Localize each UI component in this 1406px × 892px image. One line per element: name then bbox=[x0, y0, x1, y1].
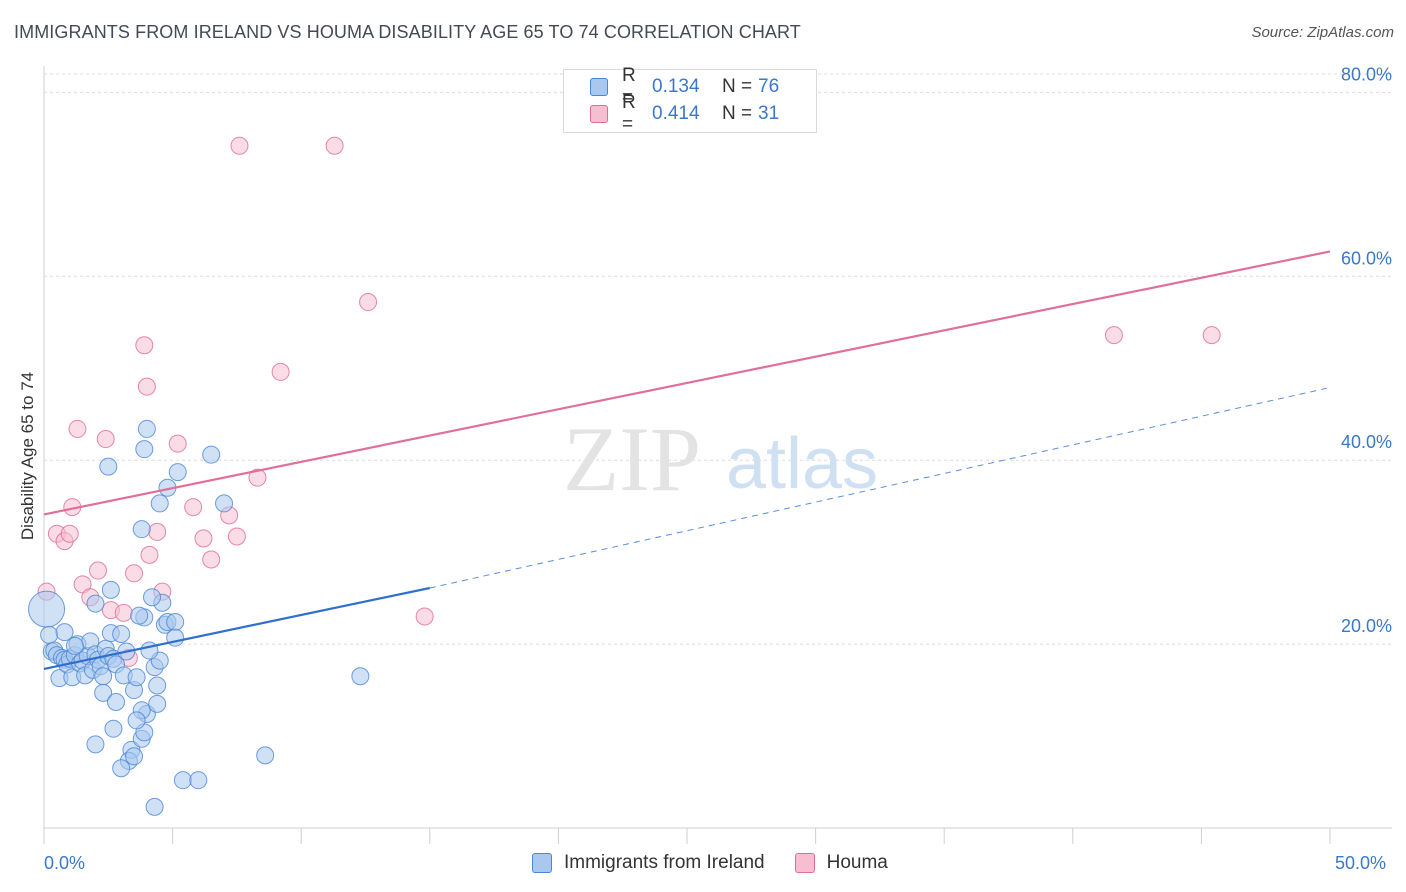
houma-point bbox=[89, 561, 108, 580]
houma-point bbox=[168, 434, 187, 453]
houma-point bbox=[1202, 326, 1221, 345]
houma-point bbox=[125, 564, 144, 583]
ireland-point bbox=[148, 676, 167, 695]
ireland-point bbox=[99, 457, 118, 476]
ireland-point bbox=[112, 759, 131, 778]
trend-lines bbox=[43, 250, 1331, 671]
ireland-point bbox=[132, 520, 151, 539]
ireland-point bbox=[94, 683, 113, 702]
houma-point bbox=[248, 468, 267, 487]
houma-swatch bbox=[794, 853, 815, 873]
ireland-point bbox=[101, 580, 120, 599]
houma-swatch bbox=[590, 105, 608, 123]
gridlines bbox=[44, 73, 1392, 645]
n-value: 31 bbox=[758, 103, 780, 124]
ireland-point bbox=[256, 746, 275, 765]
ireland-point bbox=[112, 624, 131, 643]
houma-point bbox=[60, 524, 79, 543]
r-label: R = bbox=[622, 65, 636, 108]
ireland-point bbox=[150, 494, 169, 513]
houma-point bbox=[1104, 326, 1123, 345]
y-tick-label: 40.0% bbox=[1341, 432, 1392, 452]
houma-point bbox=[114, 603, 133, 622]
ireland-point bbox=[173, 771, 192, 790]
houma-point bbox=[415, 607, 434, 626]
y-tick-label: 60.0% bbox=[1341, 248, 1392, 268]
watermark-atlas: atlas bbox=[726, 424, 878, 504]
houma-point bbox=[68, 419, 87, 438]
ireland-swatch bbox=[532, 853, 552, 873]
legend-label-ireland: Immigrants from Ireland bbox=[564, 852, 765, 873]
ireland-point bbox=[137, 419, 156, 438]
x-tick-max: 50.0% bbox=[1335, 853, 1387, 873]
houma-point bbox=[194, 529, 213, 548]
ireland-point bbox=[40, 625, 59, 644]
houma-point bbox=[227, 527, 246, 546]
ireland-point bbox=[215, 494, 234, 513]
ireland-point bbox=[127, 668, 146, 687]
y-tick-label: 80.0% bbox=[1341, 64, 1392, 84]
ireland-point bbox=[94, 667, 113, 686]
houma-point bbox=[202, 550, 221, 569]
ireland-point bbox=[125, 747, 144, 766]
ireland-point bbox=[65, 636, 84, 655]
ireland-point bbox=[166, 613, 185, 632]
houma-point bbox=[230, 136, 249, 155]
ireland-point bbox=[189, 771, 208, 790]
ireland-point bbox=[86, 594, 105, 613]
houma-point bbox=[137, 377, 156, 396]
ireland-point bbox=[127, 711, 146, 730]
ireland-point bbox=[107, 693, 126, 712]
ireland-point bbox=[202, 445, 221, 464]
y-axis-label: Disability Age 65 to 74 bbox=[18, 371, 37, 541]
ireland-swatch bbox=[590, 78, 608, 96]
ireland-point bbox=[143, 588, 162, 607]
houma-points bbox=[37, 136, 1221, 667]
ireland-point bbox=[135, 440, 154, 459]
ireland-points bbox=[28, 419, 370, 816]
houma-point bbox=[271, 362, 290, 381]
ireland-point bbox=[55, 623, 74, 642]
y-tick-labels: 20.0% 40.0% 60.0% 80.0% bbox=[1341, 64, 1392, 636]
ireland-point bbox=[148, 694, 167, 713]
legend-item-ireland[interactable]: Immigrants from Ireland bbox=[532, 852, 765, 874]
source-label: Source: ZipAtlas.com bbox=[1251, 24, 1394, 41]
axes bbox=[43, 66, 1392, 844]
r-value: 0.414 bbox=[652, 103, 700, 124]
ireland-point bbox=[28, 590, 66, 628]
x-tick-min: 0.0% bbox=[44, 853, 86, 873]
houma-point bbox=[135, 336, 154, 355]
houma-point bbox=[325, 136, 344, 155]
y-tick-label: 20.0% bbox=[1341, 616, 1392, 636]
ireland-point bbox=[168, 463, 187, 482]
series-legend: Immigrants from Ireland Houma bbox=[532, 852, 918, 874]
legend-row-ireland: R = 0.134 N = 76 bbox=[590, 65, 780, 108]
ireland-point bbox=[86, 735, 105, 754]
legend-label-houma: Houma bbox=[826, 852, 888, 873]
stats-legend: R = 0.134 N = 76 R = 0.414 N = 31 bbox=[563, 65, 817, 135]
houma-point bbox=[148, 522, 167, 541]
houma-point bbox=[96, 430, 115, 449]
watermark: ZIP atlas bbox=[563, 408, 878, 510]
chart-title: IMMIGRANTS FROM IRELAND VS HOUMA DISABIL… bbox=[14, 22, 801, 42]
r-value: 0.134 bbox=[652, 76, 700, 97]
legend-item-houma[interactable]: Houma bbox=[794, 852, 888, 874]
houma-point bbox=[184, 498, 203, 517]
ireland-point bbox=[351, 667, 370, 686]
n-label: N = bbox=[722, 76, 753, 97]
n-label: N = bbox=[722, 103, 753, 124]
ireland-point bbox=[145, 797, 164, 816]
legend-row-houma: R = 0.414 N = 31 bbox=[590, 92, 780, 135]
houma-trend bbox=[43, 250, 1331, 516]
houma-point bbox=[140, 545, 159, 564]
ireland-point bbox=[104, 719, 123, 738]
houma-point bbox=[359, 293, 378, 312]
ireland-point bbox=[130, 606, 149, 625]
ireland-trend-solid bbox=[43, 586, 431, 671]
r-label: R = bbox=[622, 92, 636, 135]
watermark-zip: ZIP bbox=[563, 408, 701, 510]
n-value: 76 bbox=[758, 76, 780, 97]
